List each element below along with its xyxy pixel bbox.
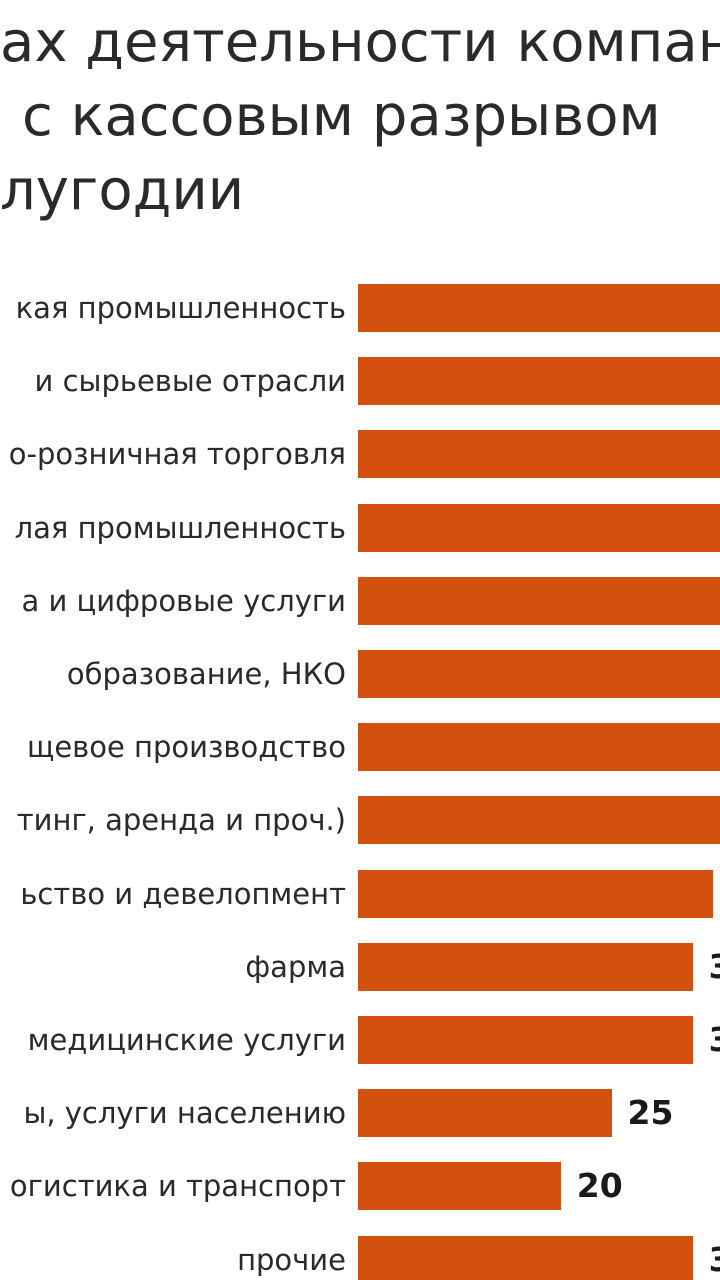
bar xyxy=(358,1016,693,1064)
title-line-2: с кассовым разрывом xyxy=(22,84,661,149)
bar xyxy=(358,650,720,698)
bar xyxy=(358,430,720,479)
value-label: 33 xyxy=(709,1020,720,1060)
category-label: ьство и девелопмент xyxy=(20,876,346,911)
bar xyxy=(358,723,720,772)
bar xyxy=(358,284,720,332)
category-label: фарма xyxy=(245,949,346,984)
value-label: 20 xyxy=(576,1166,623,1206)
category-label: образование, НКО xyxy=(66,657,346,691)
bar xyxy=(358,869,713,918)
value-label: 33 xyxy=(709,947,720,987)
category-label: тинг, аренда и проч.) xyxy=(16,803,346,838)
category-label: о-розничная торговля xyxy=(8,437,346,472)
bar xyxy=(358,1089,612,1138)
value-label: 25 xyxy=(627,1093,674,1133)
bar xyxy=(358,1162,561,1211)
category-label: кая промышленность xyxy=(15,291,346,325)
bar xyxy=(358,1235,693,1280)
bar xyxy=(358,942,693,991)
category-label: а и цифровые услуги xyxy=(21,583,346,618)
category-label: щевое производство xyxy=(27,730,346,765)
category-label: лая промышленность xyxy=(14,510,346,545)
value-label: 33 xyxy=(709,1240,720,1280)
category-label: прочие xyxy=(237,1242,346,1277)
category-label: ы, услуги населению xyxy=(23,1096,346,1131)
category-label: медицинские услуги xyxy=(27,1023,346,1057)
category-label: огистика и транспорт xyxy=(9,1169,346,1204)
bar xyxy=(358,576,720,625)
category-label: и сырьевые отрасли xyxy=(34,364,346,399)
bar xyxy=(358,503,720,552)
bar xyxy=(358,796,720,845)
bar xyxy=(358,357,720,406)
chart-title: ах деятельности компани с кассовым разры… xyxy=(0,6,720,226)
title-line-3: лугодии xyxy=(0,158,245,223)
title-line-1: ах деятельности компани xyxy=(0,10,720,75)
